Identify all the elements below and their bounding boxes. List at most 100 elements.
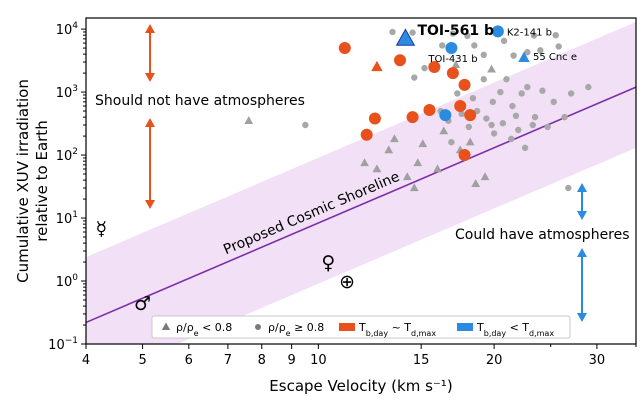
data-point (555, 43, 562, 50)
y-tick-base: 10 (56, 275, 73, 290)
data-point (518, 90, 525, 97)
legend-label-part: d,max (411, 329, 436, 338)
data-point (539, 87, 546, 94)
data-point (458, 149, 471, 162)
data-point (338, 42, 351, 55)
data-point (530, 32, 538, 39)
data-point (371, 60, 383, 72)
y-tick-base: 10 (56, 23, 73, 38)
legend-marker (457, 323, 473, 331)
data-point (302, 121, 309, 129)
data-point (521, 144, 529, 152)
planet-symbol: ♀ (321, 252, 335, 274)
data-point (565, 184, 572, 192)
data-point (503, 76, 510, 83)
arrow-could-have-upper-head-up (577, 183, 587, 192)
x-tick-label: 4 (82, 353, 90, 368)
data-point (439, 42, 446, 49)
should-not-label: Should not have atmospheres (95, 93, 305, 109)
legend-label-part: T (476, 321, 484, 334)
legend-label-part: ~ T (388, 321, 411, 334)
y-tick-exponent: 0 (72, 273, 78, 283)
data-point (458, 78, 471, 91)
arrow-should-not-lower-head-down (145, 200, 155, 209)
data-point (561, 113, 568, 121)
legend-label-part: ρ/ρ (268, 321, 286, 334)
data-point (418, 139, 428, 148)
data-point (439, 109, 452, 122)
x-tick-label: 30 (589, 353, 606, 368)
arrow-should-not-upper-head-up (145, 24, 155, 33)
data-point (518, 51, 530, 62)
data-point (529, 121, 537, 129)
legend-marker (161, 322, 171, 331)
y-tick-base: 10 (56, 212, 73, 227)
data-point (372, 164, 382, 173)
data-point (544, 123, 551, 131)
y-tick-base: 10 (56, 149, 73, 164)
data-point (490, 130, 498, 137)
data-point (531, 113, 539, 121)
data-point (480, 172, 490, 181)
data-point (487, 64, 496, 73)
x-tick-label: 9 (287, 353, 295, 368)
x-axis-label: Escape Velocity (km s⁻¹) (269, 377, 452, 395)
arrow-could-have-lower-head-down (577, 313, 587, 322)
y-tick-exponent: −1 (65, 336, 78, 346)
data-point (409, 183, 419, 192)
planet-symbol: ♂ (134, 293, 151, 315)
data-point (491, 25, 504, 38)
data-point (471, 179, 481, 187)
data-point (394, 54, 407, 67)
y-tick-label: 103 (56, 84, 78, 101)
data-point (499, 120, 507, 127)
data-point (465, 137, 475, 146)
y-tick-label: 104 (56, 21, 79, 38)
data-point (402, 172, 412, 181)
y-tick-base: 10 (56, 86, 73, 101)
legend-label-part: ≥ 0.8 (291, 321, 325, 334)
data-point (500, 37, 508, 45)
data-point (524, 83, 531, 91)
data-point (458, 110, 465, 118)
y-axis-label: Cumulative XUV irradiationrelative to Ea… (14, 79, 51, 283)
data-point (509, 102, 516, 110)
data-point (512, 112, 520, 120)
data-point (537, 47, 544, 54)
data-point (469, 94, 477, 102)
legend-label-part: e (194, 329, 199, 338)
planet-symbol: ⊕ (339, 271, 355, 293)
data-point (567, 90, 575, 97)
data-point (451, 60, 461, 69)
point-label: TOI-431 b (427, 54, 477, 65)
data-point (497, 88, 504, 96)
planet-symbol: ☿ (96, 218, 108, 240)
y-tick-label: 101 (56, 210, 78, 227)
arrow-could-have-upper-head-down (577, 211, 587, 220)
data-point (480, 76, 487, 83)
legend-label-part: < T (506, 321, 529, 334)
y-tick-base: 10 (48, 338, 65, 353)
y-tick-exponent: 2 (72, 147, 78, 157)
legend-label-part: e (286, 329, 291, 338)
data-point (585, 83, 592, 91)
data-point (390, 134, 399, 143)
data-point (421, 64, 428, 72)
x-tick-label: 8 (258, 353, 266, 368)
arrow-could-have-lower-head-up (577, 248, 587, 257)
data-point (489, 98, 497, 106)
legend-label-part: T (358, 321, 366, 334)
data-point (448, 138, 455, 146)
data-point (449, 30, 457, 37)
legend-label: Tb,day ~ Td,max (358, 321, 436, 338)
data-point (409, 29, 416, 36)
arrow-should-not-upper-head-down (145, 73, 155, 82)
data-point (433, 164, 442, 173)
data-point (454, 90, 461, 97)
data-point (244, 116, 254, 124)
legend-marker (339, 323, 355, 331)
data-point (428, 61, 441, 74)
legend-box (151, 315, 571, 339)
y-tick-exponent: 1 (72, 210, 78, 220)
